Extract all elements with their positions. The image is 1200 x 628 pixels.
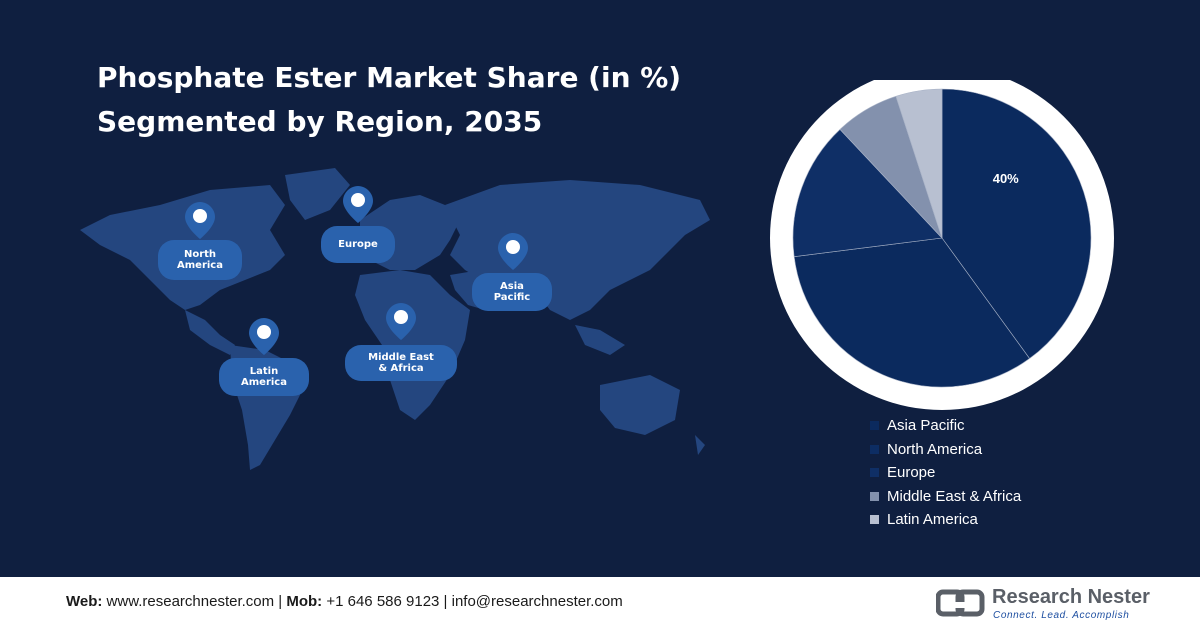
europe-map-label: Europe: [321, 226, 395, 263]
mob-label: Mob:: [286, 593, 323, 610]
asia-pacific-map-label: Asia Pacific: [472, 273, 552, 311]
map-central-america: [185, 310, 235, 355]
legend-label: Latin America: [887, 511, 978, 529]
pie-data-label: 40%: [993, 171, 1019, 186]
middle-east-africa-map-label: Middle East & Africa: [345, 345, 457, 381]
pie-slice: [941, 88, 1092, 359]
pie-slice: [792, 128, 943, 258]
north-america-pin-icon: [185, 202, 215, 239]
logo-icon: [936, 589, 985, 617]
logo-tagline: Connect. Lead. Accomplish: [993, 610, 1130, 621]
pie-slice: [895, 88, 943, 239]
legend-item: Asia Pacific: [870, 414, 1021, 438]
web-label: Web:: [66, 593, 103, 610]
research-nester-logo: Research Nester Connect. Lead. Accomplis…: [936, 584, 1166, 624]
title-line-1: Phosphate Ester Market Share (in %): [97, 61, 682, 94]
footer: Web: www.researchnester.com | Mob: +1 64…: [0, 577, 1200, 628]
legend-swatch: [870, 468, 879, 478]
legend-swatch: [870, 421, 879, 431]
chart-title: Phosphate Ester Market Share (in %) Segm…: [97, 56, 681, 144]
legend-item: Latin America: [870, 508, 1021, 532]
chart-legend: Asia Pacific North America Europe Middle…: [870, 414, 1021, 532]
legend-swatch: [870, 444, 879, 454]
legend-label: Europe: [887, 464, 936, 482]
latin-america-map-label: Latin America: [219, 358, 309, 396]
map-southeast-asia: [575, 325, 625, 355]
legend-label: Middle East & Africa: [887, 487, 1022, 505]
latin-america-pin-icon: [249, 318, 279, 355]
legend-swatch: [870, 515, 879, 525]
legend-label: North America: [887, 440, 983, 458]
legend-label: Asia Pacific: [887, 417, 965, 435]
middle-east-africa-pin-icon: [386, 303, 416, 340]
map-australia: [600, 375, 680, 435]
legend-item: Europe: [870, 461, 1021, 485]
contact-info: Web: www.researchnester.com | Mob: +1 64…: [66, 593, 623, 610]
phone-email[interactable]: +1 646 586 9123 | info@researchnester.co…: [322, 593, 623, 610]
legend-swatch: [870, 491, 879, 501]
europe-pin-icon: [343, 186, 373, 223]
map-greenland: [285, 168, 350, 220]
asia-pacific-pin-icon: [498, 233, 528, 270]
legend-item: North America: [870, 438, 1021, 462]
north-america-map-label: North America: [158, 240, 242, 280]
pie-chart: 40%: [770, 80, 1114, 410]
map-new-zealand: [695, 435, 705, 455]
infographic-panel: Phosphate Ester Market Share (in %) Segm…: [80, 56, 1114, 532]
logo-name: Research Nester: [992, 586, 1150, 608]
pie-slice: [793, 237, 1030, 388]
web-link[interactable]: www.researchnester.com |: [102, 593, 287, 610]
title-line-2: Segmented by Region, 2035: [97, 105, 543, 138]
legend-item: Middle East & Africa: [870, 485, 1021, 509]
